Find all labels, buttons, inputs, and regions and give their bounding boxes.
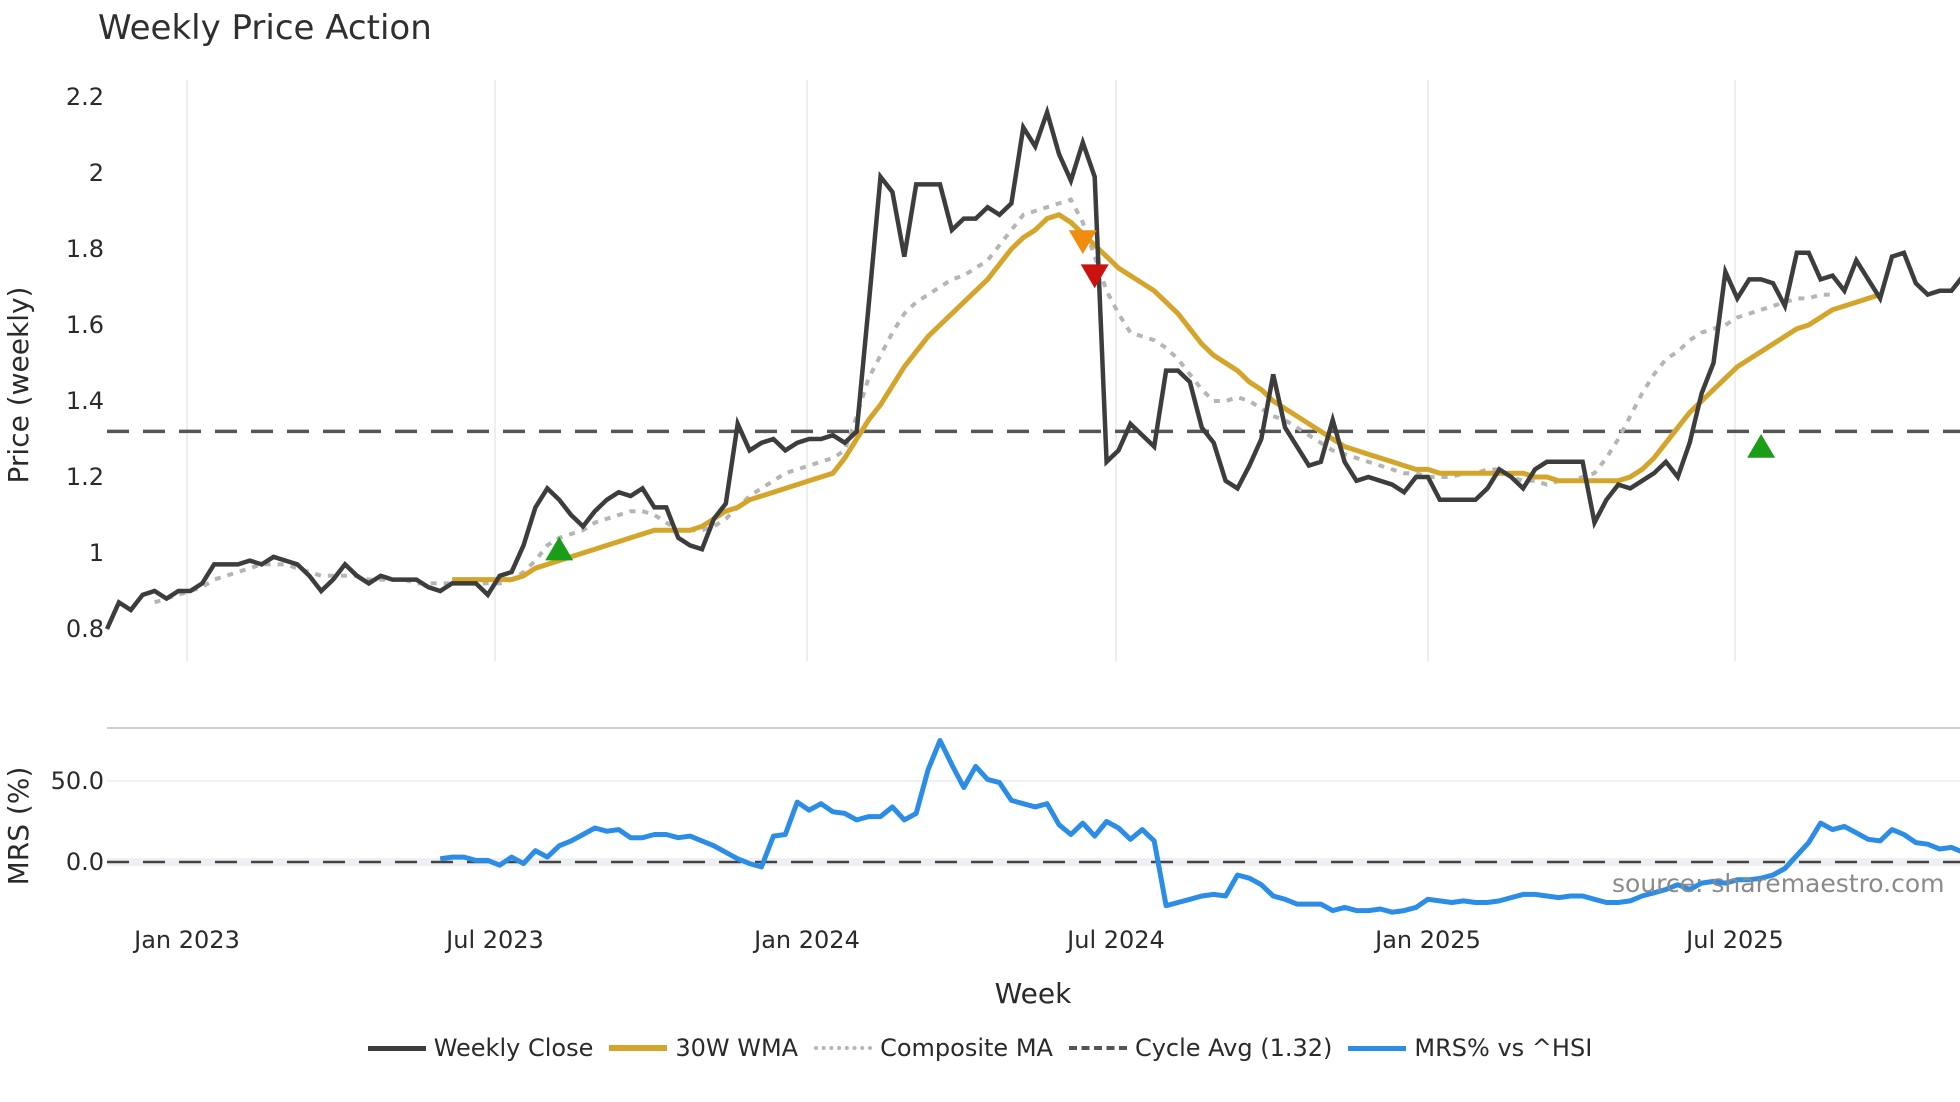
x-tick-label: Jan 2025 xyxy=(1373,926,1481,954)
buy-signal-marker-icon xyxy=(1747,434,1776,458)
chart-title: Weekly Price Action xyxy=(98,8,432,48)
legend-label: MRS% vs ^HSI xyxy=(1414,1034,1593,1062)
legend: Weekly Close 30W WMA Composite MA Cycle … xyxy=(0,1034,1960,1062)
mrs-swatch-icon xyxy=(1348,1045,1407,1051)
x-axis: Jan 2023 Jul 2023 Jan 2024 Jul 2024 Jan 2025… xyxy=(132,926,1784,954)
legend-item-weekly-close[interactable]: Weekly Close xyxy=(367,1034,594,1062)
weekly-close-swatch-icon xyxy=(367,1045,426,1051)
legend-item-cycle-avg[interactable]: Cycle Avg (1.32) xyxy=(1068,1034,1333,1062)
x-tick-label: Jul 2025 xyxy=(1684,926,1784,954)
y-tick-label: 0.8 xyxy=(66,615,104,643)
mrs-y-axis-title: MRS (%) xyxy=(2,767,35,886)
x-tick-label: Jan 2024 xyxy=(752,926,860,954)
legend-label: Cycle Avg (1.32) xyxy=(1134,1034,1333,1062)
y-tick-label: 1.6 xyxy=(66,311,104,339)
x-axis-title: Week xyxy=(995,977,1072,1010)
cycle-avg-swatch-icon xyxy=(1068,1046,1127,1050)
composite-ma-swatch-icon xyxy=(814,1046,873,1050)
y-tick-label: 1.2 xyxy=(66,463,104,491)
mrs-y-axis: 50.0 0.0 xyxy=(51,767,104,876)
x-tick-label: Jul 2024 xyxy=(1065,926,1165,954)
mrs-line xyxy=(439,738,1960,915)
y-tick-label: 50.0 xyxy=(51,767,104,795)
buy-signal-marker-icon xyxy=(545,536,574,561)
price-y-axis: 2.2 2 1.8 1.6 1.4 1.2 1 0.8 xyxy=(66,83,104,643)
wma-swatch-icon xyxy=(609,1045,668,1051)
y-tick-label: 2 xyxy=(89,159,104,187)
x-tick-label: Jul 2023 xyxy=(444,926,544,954)
legend-label: 30W WMA xyxy=(675,1034,799,1062)
mrs-zero-band xyxy=(107,858,1960,866)
grid-lines xyxy=(186,80,1736,661)
x-tick-label: Jan 2023 xyxy=(132,926,240,954)
y-tick-label: 1.8 xyxy=(66,235,104,263)
composite-ma-line xyxy=(153,197,1833,605)
price-y-axis-title: Price (weekly) xyxy=(2,287,35,484)
y-tick-label: 2.2 xyxy=(66,83,104,111)
legend-item-composite-ma[interactable]: Composite MA xyxy=(814,1034,1053,1062)
warning-signal-marker-icon xyxy=(1068,230,1097,254)
legend-item-30w-wma[interactable]: 30W WMA xyxy=(609,1034,798,1062)
weekly-close-line xyxy=(104,104,1960,630)
sell-signal-marker-icon xyxy=(1080,264,1109,289)
legend-label: Weekly Close xyxy=(433,1034,594,1062)
y-tick-label: 1 xyxy=(89,539,104,567)
y-tick-label: 0.0 xyxy=(66,848,104,876)
legend-label: Composite MA xyxy=(880,1034,1053,1062)
y-tick-label: 1.4 xyxy=(66,387,104,415)
source-watermark: source: sharemaestro.com xyxy=(1612,869,1945,898)
legend-item-mrs[interactable]: MRS% vs ^HSI xyxy=(1348,1034,1592,1062)
wma-30w-line xyxy=(452,212,1881,583)
signal-markers xyxy=(545,230,1776,561)
